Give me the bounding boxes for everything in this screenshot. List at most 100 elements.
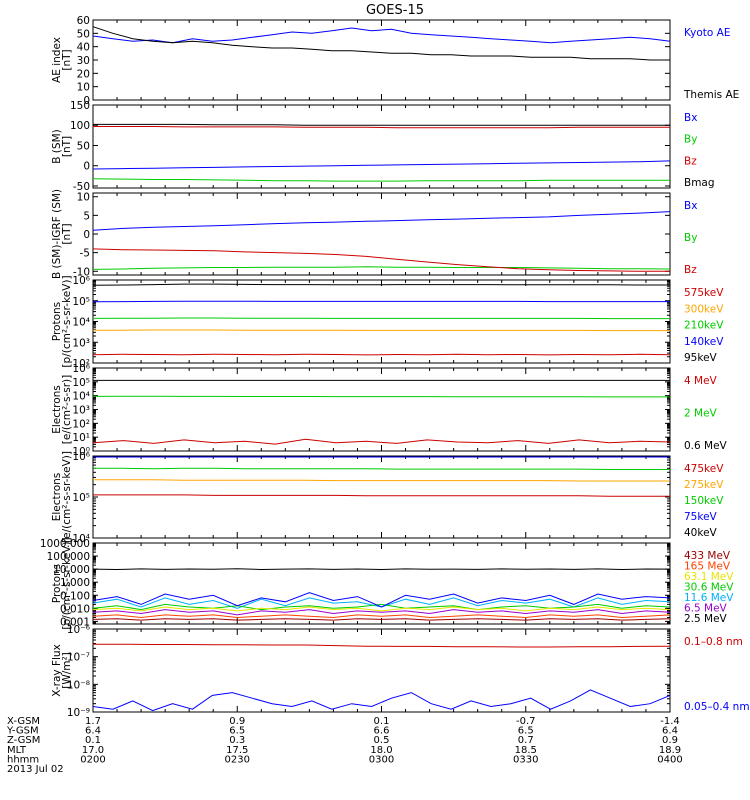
legend-entry: 165 MeV [684, 561, 731, 573]
y-axis-label: Protons [51, 302, 63, 341]
y-tick-label: -10 [73, 266, 90, 278]
footer-cell: 18.0 [370, 745, 392, 756]
footer-cell: 0300 [369, 754, 394, 765]
series-300kev [93, 329, 670, 332]
y-tick-label: 100 [70, 120, 90, 132]
footer-cell: 0330 [513, 754, 538, 765]
series-bx [92, 160, 671, 170]
legend-entry: By [684, 232, 697, 244]
footer-cell: 6.4 [662, 726, 678, 737]
y-tick-label: 10 [77, 82, 90, 94]
footer-cell: 0400 [657, 754, 682, 765]
footer-cell: 18.5 [515, 745, 537, 756]
y-axis-label: [e/(cm²-s-sr-keV)] [61, 451, 73, 543]
footer-cell: 18.9 [659, 745, 681, 756]
y-axis-label: Electrons [51, 385, 63, 434]
y-tick-label: 10⁶ [72, 363, 90, 375]
panel-frame [92, 104, 671, 189]
y-tick-label: 10⁻⁷ [67, 652, 90, 664]
y-tick-label: 100.000 [47, 551, 90, 563]
footer-cell: -1.4 [660, 716, 680, 727]
series-2-mev [92, 395, 670, 398]
legend-entry: By [684, 134, 697, 146]
footer-cell: 17.5 [226, 745, 248, 756]
footer-cell: 17.0 [82, 745, 104, 756]
footer-cell: 0230 [225, 754, 250, 765]
y-tick-label: 5 [83, 210, 90, 222]
legend-entry: 140keV [684, 336, 724, 348]
series-165-mev [92, 614, 671, 619]
footer-cell: 0.1 [374, 716, 390, 727]
series-6-5-mev [92, 609, 671, 616]
y-axis-label: B (SM) [51, 129, 63, 163]
y-axis-label: [nT] [61, 49, 73, 70]
legend-entry: Bx [684, 200, 697, 212]
footer-cell: 0.1 [85, 735, 101, 746]
panel-frame [92, 192, 671, 276]
footer-row-label: Z-GSM [7, 735, 40, 746]
chart-title: GOES-15 [366, 3, 424, 18]
legend-entry: 95keV [684, 352, 718, 364]
y-tick-label: 60 [77, 15, 90, 27]
legend-entry: 4 MeV [684, 375, 718, 387]
panel-frame [92, 279, 671, 364]
series-bx [92, 211, 671, 231]
series-95kev [92, 283, 670, 286]
legend-entry: 475keV [684, 463, 724, 475]
panel-electrons2: 10⁴ 10⁵ 10⁶ Electrons[e/(cm²-s-sr-keV)] 475k… [51, 451, 724, 545]
y-tick-label: 10 [77, 192, 90, 204]
footer-cell: 0.9 [662, 735, 678, 746]
footer-table: X-GSM 1.7 0.9 0.1 -0.7 -1.4 Y-GSM 6.4 6.5 6.6 6.5 6… [6, 716, 683, 775]
legend-entry: 210keV [684, 320, 724, 332]
y-tick-label: 10² [72, 418, 90, 430]
legend-entry: 2 MeV [684, 408, 718, 420]
footer-row-label: Y-GSM [6, 726, 39, 737]
legend-entry: Themis AE [683, 89, 739, 101]
footer-cell: 6.6 [374, 726, 390, 737]
y-tick-label: 20 [77, 68, 90, 80]
y-tick-label: 10⁵ [72, 296, 90, 308]
legend-entry: 275keV [684, 479, 724, 491]
footer-date: 2013 Jul 02 [7, 764, 64, 775]
panel-frame [92, 628, 671, 713]
legend-entry: Kyoto AE [684, 27, 730, 39]
series-blue [92, 592, 671, 608]
y-tick-label: 40 [77, 42, 90, 54]
legend-entry: 0.1–0.8 nm [684, 636, 743, 648]
footer-cell: 6.5 [229, 726, 245, 737]
footer-cell: 6.4 [85, 726, 101, 737]
panel-bigrf: -10 -5 0 5 10 B (SM)-IGRF (SM)[nT] Bx By Bz [51, 189, 697, 279]
y-tick-label: 0 [83, 229, 90, 241]
series-140kev [92, 300, 670, 303]
series-475kev [93, 494, 670, 497]
legend-entry: Bmag [684, 177, 715, 189]
y-tick-label: 10⁴ [72, 533, 90, 545]
legend-entry: 150keV [684, 495, 724, 507]
y-tick-label: -50 [73, 181, 90, 193]
y-tick-label: 10² [72, 358, 90, 370]
footer-cell: 0.5 [374, 735, 390, 746]
y-tick-label: 10⁶ [72, 275, 90, 287]
y-tick-label: 10⁰ [72, 446, 90, 458]
legend-entry: 30.6 MeV [684, 582, 734, 594]
y-axis-label: [nT] [61, 223, 73, 244]
series-63-1-mev [92, 606, 671, 612]
y-tick-label: 150 [70, 100, 90, 112]
panel-protons1: 10² 10³ 10⁴ 10⁵ 10⁶ Protons[p/(cm²-s-sr-keV)]… [51, 275, 724, 370]
legend-entry: 75keV [684, 511, 718, 523]
legend-entry: 0.6 MeV [684, 440, 728, 452]
series-210kev [92, 317, 670, 320]
panel-frame [92, 19, 671, 101]
y-tick-label: 10⁴ [72, 391, 90, 403]
legend-entry: 2.5 MeV [684, 613, 728, 625]
y-tick-label: 0 [83, 161, 90, 173]
y-tick-label: 10⁴ [72, 317, 90, 329]
y-tick-label: 10⁵ [72, 377, 90, 389]
footer-row-label: MLT [7, 745, 27, 756]
y-axis-label: Electrons [51, 473, 63, 522]
y-axis-label: AE index [51, 37, 63, 83]
